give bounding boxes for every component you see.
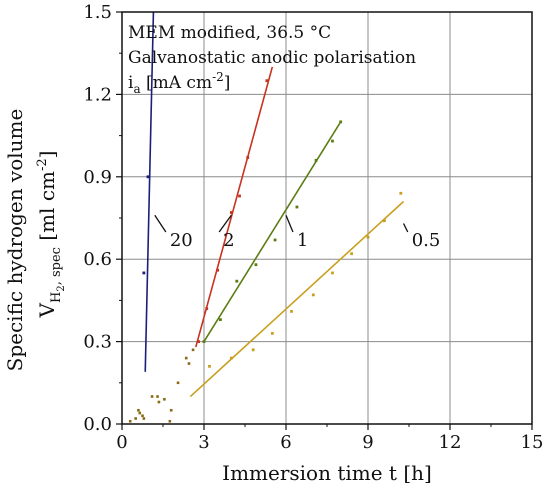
series-1-point [295,205,299,209]
series-1-point [339,120,343,124]
legend: MEM modified, 36.5 °C Galvanostatic anod… [128,23,416,96]
y-tick-label: 0.6 [83,249,112,270]
data-point-early [142,417,146,420]
series-0-5-label: 0.5 [412,230,441,251]
axis-ticks: 0 3 6 9 12 150.00.30.60.91.21.5 [83,2,543,453]
series-0-5-point [383,219,386,223]
series-2-point [246,156,250,159]
data-point-early [191,348,195,352]
series-1-label-leader [285,215,294,233]
legend-current-subscript: a [133,82,140,96]
x-axis-title: Immersion time t [h] [222,461,432,485]
series-0-5-point [229,356,233,360]
x-tick-label: 9 [362,432,373,453]
series-0-5-point [251,348,255,352]
data-point-early [128,419,132,423]
legend-line-1: MEM modified, 36.5 °C [128,23,331,43]
data-point-early [156,395,159,398]
data-point-early [187,362,191,365]
series-label-leaders [154,214,409,233]
data-point-early [137,408,140,412]
x-tick-label: 6 [280,432,291,453]
series-0-5-point [331,271,334,275]
y-axis-unit: [ml cm [35,171,59,247]
fit-lines [144,11,405,398]
series-2-point [197,340,200,343]
data-point-early [163,397,166,401]
y-tick-label: 0.9 [83,167,112,188]
data-point-early [134,417,137,420]
y-tick-label: 0.0 [83,414,112,435]
series-20-label-leader [154,214,167,233]
data-point-early [176,381,180,385]
data-point-early [168,419,172,423]
data-point-early [157,400,161,404]
legend-current-exponent: -2 [212,70,224,84]
series-1-point [314,158,318,162]
x-tick-label: 15 [521,432,544,453]
legend-line-3: ia [mA cm-2] [128,70,230,96]
series-2-label: 2 [223,230,234,251]
series-2-label-leader [218,214,232,233]
y-tick-label: 0.3 [83,332,112,353]
data-point-early [169,408,173,412]
series-2-point [238,194,241,198]
legend-current-unit: [mA cm [141,73,212,93]
series-2-point [265,79,269,83]
y-axis-subscript-spec: , spec [49,247,64,285]
series-1-point [273,238,277,242]
series-20-point [142,271,146,275]
y-axis-unit-exponent: -2 [35,158,50,171]
series-1-point [254,263,258,267]
series-2-point [229,211,233,214]
series-0-5-point [366,235,370,239]
series-2-point [216,268,220,272]
series-1-point [331,139,334,143]
series-0-5-point [290,309,293,313]
series-20-fit-line [144,11,155,372]
y-axis-subscript-h: H [49,292,64,303]
series-1-point [202,340,206,343]
data-point-early [141,414,144,418]
series-20-point [146,175,150,179]
y-axis-title: Specific hydrogen volume [3,109,27,372]
y-axis-subscript-2: 2 [56,285,67,291]
series-0-5-point [399,191,403,195]
series-0-5-label-leader [402,223,409,233]
legend-current-close: ] [224,73,231,93]
x-tick-label: 3 [198,432,209,453]
x-tick-label: 0 [116,432,127,453]
y-axis-symbol: VH2, spec [ml cm-2] [35,151,67,319]
series-1-fit-line [203,121,342,343]
data-point-early [184,356,188,360]
series-0-5-point [350,252,353,256]
series-2-fit-line [195,66,274,348]
series-2-point [205,307,209,311]
series-1-label: 1 [297,230,308,251]
data-point-early [138,411,142,415]
x-tick-label: 12 [439,432,462,453]
data-points [128,79,403,423]
legend-current-symbol: i [128,73,134,93]
data-point-early [150,395,154,398]
series-20-label: 20 [170,230,193,251]
series-0-5-fit-line [189,200,405,398]
grid [122,12,532,424]
y-axis-symbol-v: V [35,302,59,318]
series-1-point [235,279,239,283]
series-0-5-point [208,364,211,368]
y-tick-label: 1.2 [83,84,112,105]
series-1-point [219,318,222,322]
y-axis-unit-close: ] [35,151,59,159]
y-tick-label: 1.5 [83,2,112,23]
legend-line-2: Galvanostatic anodic polarisation [128,48,416,68]
series-0-5-point [270,331,274,335]
series-labels: 20 2 1 0.5 [170,230,441,251]
series-0-5-point [311,293,315,297]
